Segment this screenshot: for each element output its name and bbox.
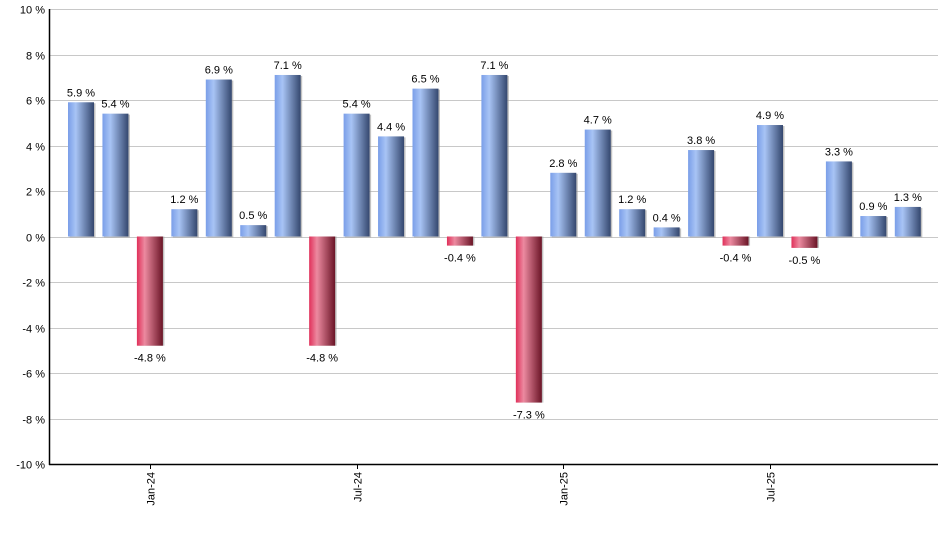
bar-value-label: -0.5 % — [789, 255, 821, 267]
y-tick-label: 2 % — [26, 187, 45, 199]
bar-positive — [205, 79, 232, 237]
bar-positive — [825, 161, 852, 237]
bar-positive — [68, 102, 94, 237]
x-tick-label: Jan-25 — [559, 472, 571, 506]
bar-negative — [791, 236, 818, 248]
bar-value-label: 6.5 % — [411, 74, 439, 86]
bar-value-label: 6.9 % — [205, 65, 233, 77]
bar-positive — [378, 136, 405, 237]
bar-value-label: 1.3 % — [894, 192, 922, 204]
bar-positive — [274, 74, 301, 237]
bar-value-label: 0.4 % — [653, 212, 681, 224]
y-tick-label: 6 % — [26, 96, 45, 108]
bar-value-label: 1.2 % — [170, 194, 198, 206]
y-tick-label: -2 % — [22, 278, 45, 290]
bar-negative — [309, 236, 336, 346]
bar-positive — [860, 216, 887, 237]
axes — [48, 9, 938, 466]
bar-value-label: -0.4 % — [720, 253, 752, 265]
bar-negative — [515, 236, 542, 403]
bar-value-label: -7.3 % — [513, 410, 545, 422]
y-tick-label: -6 % — [22, 369, 45, 381]
bar-positive — [240, 225, 267, 237]
bar-value-label: 5.4 % — [101, 99, 129, 111]
bar-negative — [722, 236, 749, 246]
y-tick-label: -4 % — [22, 324, 45, 336]
bar-positive — [481, 74, 508, 237]
bar-value-label: 5.4 % — [343, 99, 371, 111]
bar-positive — [343, 113, 370, 237]
bar-positive — [757, 125, 783, 237]
bar-value-label: -4.8 % — [306, 353, 338, 365]
bar-positive — [584, 129, 611, 237]
y-tick-label: -8 % — [22, 415, 45, 427]
bars — [68, 74, 923, 403]
bar-value-label: 7.1 % — [480, 60, 508, 72]
x-axis-ticks: Jan-24 Jul-24 Jan-25 Jul-25 — [146, 464, 778, 506]
bar-positive — [102, 113, 129, 237]
bar-value-label: 2.8 % — [549, 158, 577, 170]
y-tick-label: 10 % — [20, 5, 45, 17]
x-tick-label: Jan-24 — [146, 472, 158, 506]
bar-positive — [550, 172, 577, 237]
bar-value-label: 0.5 % — [239, 210, 267, 222]
bar-value-label: 1.2 % — [618, 194, 646, 206]
x-tick-label: Jul-25 — [766, 472, 778, 502]
bar-positive — [619, 209, 646, 237]
bar-value-label: -4.8 % — [134, 353, 166, 365]
bar-positive — [412, 88, 439, 237]
bar-value-label: 4.4 % — [377, 121, 405, 133]
bar-negative — [136, 236, 163, 346]
y-tick-label: 8 % — [26, 51, 45, 63]
y-tick-label: 4 % — [26, 142, 45, 154]
bar-value-label: 3.8 % — [687, 135, 715, 147]
value-labels: 5.9 % 5.4 % -4.8 % 1.2 % 6.9 % 0.5 % 7.1 % -4.8… — [67, 60, 922, 422]
bar-value-label: 4.7 % — [584, 115, 612, 127]
bar-value-label: 5.9 % — [67, 87, 95, 99]
bar-positive — [894, 206, 921, 237]
bar-positive — [653, 227, 680, 237]
x-tick-label: Jul-24 — [353, 472, 365, 502]
bar-value-label: -0.4 % — [444, 253, 476, 265]
bar-value-label: 3.3 % — [825, 146, 853, 158]
bar-value-label: 7.1 % — [274, 60, 302, 72]
y-tick-label: 0 % — [26, 233, 45, 245]
y-axis-ticks: 10 % 8 % 6 % 4 % 2 % 0 % -2 % -4 % -6 % -8 % -10 % — [16, 5, 45, 472]
bar-negative — [446, 236, 473, 246]
bar-value-label: 0.9 % — [859, 201, 887, 213]
bar-positive — [688, 150, 715, 237]
bar-value-label: 4.9 % — [756, 110, 784, 122]
y-tick-label: -10 % — [16, 460, 45, 472]
bar-positive — [171, 209, 198, 237]
